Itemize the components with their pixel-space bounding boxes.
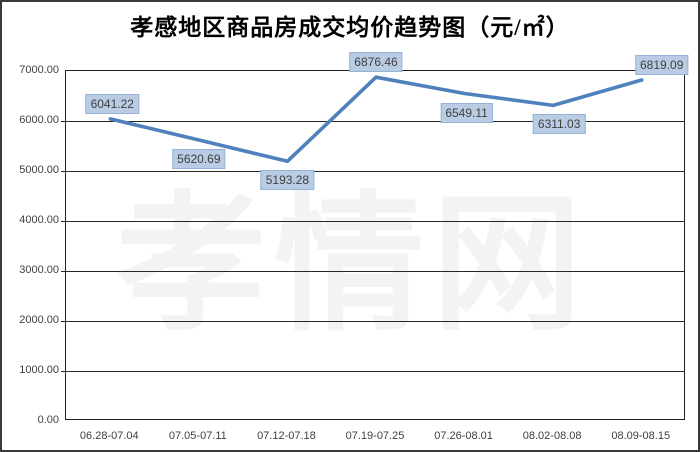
gridline [61,270,684,272]
gridline [61,120,684,122]
gridline [61,370,684,372]
y-axis-tick-label: 6000.00 [19,114,59,126]
data-point-label: 6311.03 [532,114,586,135]
x-axis-tick-label: 08.09-08.15 [611,430,671,442]
y-axis-tick-label: 1000.00 [19,364,59,376]
x-axis-tick-label: 07.05-07.11 [168,430,227,442]
gridline [61,220,684,222]
x-axis-tick-label: 07.19-07.25 [345,430,405,442]
data-point-label: 6041.22 [85,93,139,114]
gridline [61,320,684,322]
x-axis-tick-label: 07.12-07.18 [257,430,316,442]
x-axis-tick-label: 08.02-08.08 [522,430,582,442]
price-trend-line [108,75,644,164]
data-point-label: 6549.11 [440,102,493,123]
data-point-label: 6876.46 [349,52,403,73]
data-point-label: 6819.09 [635,55,689,76]
y-axis-tick-label: 2000.00 [19,314,59,326]
gridline [61,170,684,172]
x-axis-tick-label: 07.26-08.01 [434,430,493,442]
data-point-label: 5620.69 [172,148,226,169]
y-axis-tick-label: 7000.00 [19,64,59,76]
y-axis-tick-label: 4000.00 [19,214,59,226]
y-axis-tick-label: 5000.00 [19,164,59,176]
y-axis-tick-label: 0.00 [37,414,59,426]
chart-title: 孝感地区商品房成交均价趋势图（元/㎡） [130,15,570,40]
trend-polyline [108,75,644,164]
data-point-label: 5193.28 [260,170,315,191]
y-axis-tick-label: 3000.00 [19,264,59,276]
x-axis-tick-label: 06.28-07.04 [79,430,139,442]
plot-area: 孝情网 6041.22 5620.69 5193.28 6876.46 6549.11 6… [61,52,689,420]
